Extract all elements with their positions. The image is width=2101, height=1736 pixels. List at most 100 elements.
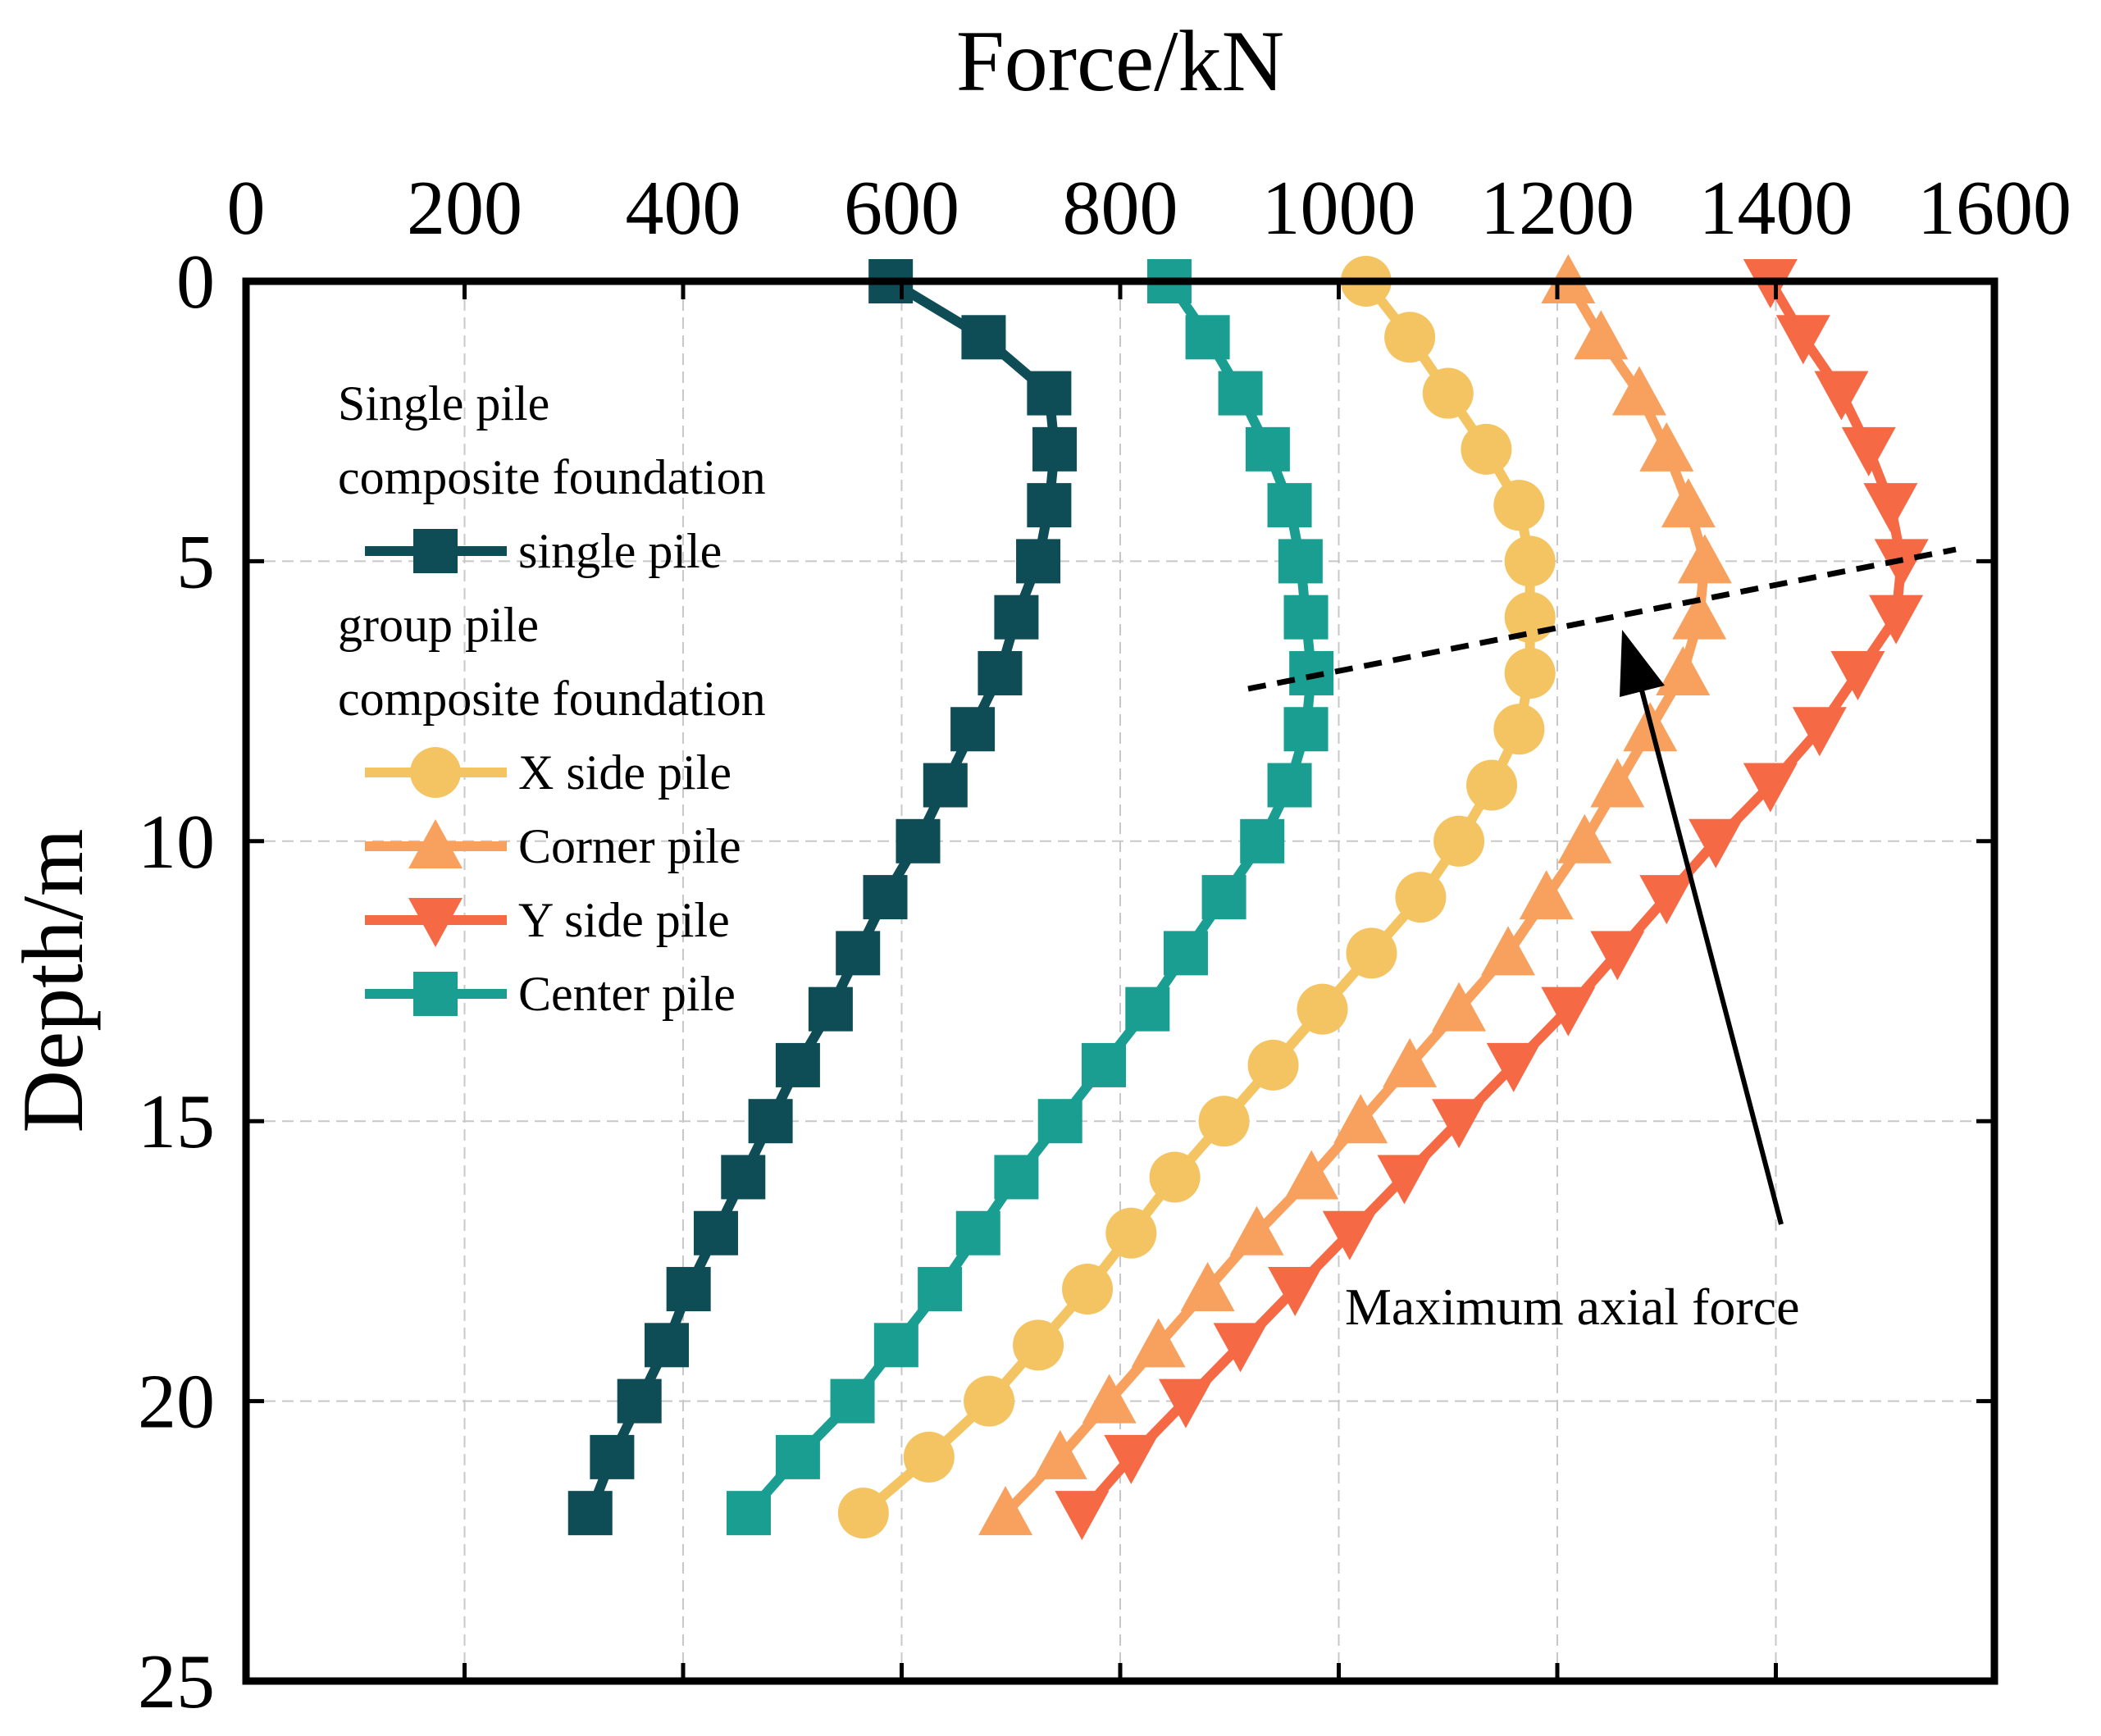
legend-marker-corner-pile xyxy=(408,819,463,868)
single-pile-data-point xyxy=(950,707,996,752)
y-tick-label: 5 xyxy=(176,519,215,604)
single-pile-data-point xyxy=(808,986,853,1032)
center-pile-data-point xyxy=(994,1155,1039,1200)
y-side-pile-data-point xyxy=(1158,1378,1213,1428)
y-side-pile-data-point xyxy=(1590,931,1645,981)
center-pile-data-point xyxy=(1082,1042,1127,1087)
center-pile-data-point xyxy=(1289,650,1334,695)
y-side-pile-data-point xyxy=(1863,483,1918,533)
single-pile-data-point xyxy=(994,595,1039,640)
legend-marker-center-pile xyxy=(413,972,458,1016)
single-pile-data-point xyxy=(1027,483,1072,528)
single-pile-data-point xyxy=(693,1210,738,1255)
x-side-pile-data-point xyxy=(1461,423,1512,475)
y-tick-label: 25 xyxy=(138,1639,215,1725)
corner-pile-data-point xyxy=(1432,982,1487,1032)
maximum-force-arrow-head xyxy=(1620,630,1665,697)
center-pile-data-point xyxy=(1267,483,1312,528)
corner-pile-data-point xyxy=(1333,1094,1388,1144)
single-pile-data-point xyxy=(978,650,1023,695)
corner-pile-data-point xyxy=(1677,534,1732,584)
corner-pile-data-point xyxy=(1481,926,1536,976)
single-pile-data-point xyxy=(748,1099,793,1144)
x-tick-label: 200 xyxy=(407,166,522,251)
legend-label-corner-pile: Corner pile xyxy=(518,819,741,873)
x-side-pile-data-point xyxy=(1013,1319,1064,1371)
legend-label-single-pile: single pile xyxy=(518,524,722,578)
corner-pile-data-point xyxy=(1284,1150,1339,1200)
corner-pile-data-point xyxy=(1131,1318,1186,1368)
center-pile-data-point xyxy=(1267,763,1312,808)
y-side-pile-data-point xyxy=(1639,875,1694,925)
x-tick-label: 0 xyxy=(227,166,266,251)
corner-pile-data-point xyxy=(1639,421,1694,472)
axis-ticks xyxy=(244,279,1997,1684)
corner-pile-data-point xyxy=(1656,645,1711,695)
corner-pile-data-point xyxy=(1180,1262,1235,1312)
tick-labels: 0 200 400 600 800 1000 1200 1400 1600 0 5 10 15 20 25 xyxy=(138,166,2071,1725)
x-tick-label: 1000 xyxy=(1262,166,1416,251)
single-pile-data-point xyxy=(836,931,881,976)
x-side-pile-data-point xyxy=(1247,1039,1299,1091)
x-side-pile-data-point xyxy=(1504,647,1556,699)
legend-marker-y-side-pile xyxy=(408,898,463,947)
corner-pile-data-point xyxy=(1672,590,1727,640)
single-pile-data-point xyxy=(961,315,1006,360)
corner-pile-data-point xyxy=(978,1486,1033,1536)
legend: Single pile composite foundation single pi… xyxy=(338,376,766,1021)
center-pile-data-point xyxy=(955,1210,1000,1255)
y-tick-label: 15 xyxy=(138,1079,215,1164)
single-pile-data-point xyxy=(863,875,908,920)
legend-label-center-pile: Center pile xyxy=(518,967,736,1021)
corner-pile-data-point xyxy=(1557,813,1612,863)
legend-label-y-side-pile: Y side pile xyxy=(518,893,730,947)
y-side-pile-data-point xyxy=(1104,1434,1159,1484)
corner-pile-data-point xyxy=(1611,366,1666,416)
single-pile-data-point xyxy=(617,1378,662,1424)
x-side-pile-data-point xyxy=(1346,927,1397,979)
single-pile-data-point xyxy=(896,818,941,863)
y-side-pile-data-point xyxy=(1541,986,1596,1037)
x-side-pile-data-point xyxy=(1198,1096,1250,1147)
x-tick-label: 400 xyxy=(626,166,741,251)
center-pile-data-point xyxy=(1125,986,1170,1032)
corner-pile-data-point xyxy=(1661,478,1716,528)
center-pile-data-point xyxy=(1283,707,1329,752)
center-pile-data-point xyxy=(726,1491,771,1536)
single-pile-data-point xyxy=(923,763,968,808)
x-side-pile-data-point xyxy=(1105,1207,1157,1259)
y-side-pile-data-point xyxy=(1268,1267,1323,1317)
center-pile-data-point xyxy=(1245,426,1290,472)
x-side-pile-data-point xyxy=(1395,872,1447,923)
series-corner-pile xyxy=(978,254,1732,1536)
center-pile-data-point xyxy=(918,1267,963,1312)
x-side-pile-data-point xyxy=(1384,312,1436,363)
y-side-pile-data-point xyxy=(1869,595,1924,645)
x-tick-label: 1600 xyxy=(1917,166,2071,251)
data-series xyxy=(567,254,1929,1541)
single-pile-data-point xyxy=(721,1155,766,1200)
center-pile-data-point xyxy=(1218,371,1263,416)
x-tick-label: 600 xyxy=(844,166,959,251)
legend-group-title: composite foundation xyxy=(338,672,766,726)
y-side-pile-data-point xyxy=(1689,818,1743,868)
single-pile-data-point xyxy=(567,1491,613,1536)
legend-group-title: group pile xyxy=(338,598,539,652)
y-side-pile-data-point xyxy=(1775,315,1830,365)
y-side-pile-data-point xyxy=(1055,1491,1110,1541)
x-side-pile-data-point xyxy=(1493,480,1545,531)
single-pile-data-point xyxy=(1016,539,1061,584)
single-pile-data-point xyxy=(1027,371,1072,416)
y-side-pile-data-point xyxy=(1841,426,1896,476)
center-pile-data-point xyxy=(1185,315,1230,360)
center-pile-data-point xyxy=(1037,1099,1082,1144)
y-side-pile-data-point xyxy=(1830,650,1885,700)
legend-group-title: Single pile xyxy=(338,376,549,431)
x-side-pile-data-point xyxy=(1493,704,1545,755)
legend-marker-x-side-pile xyxy=(410,747,461,798)
center-pile-data-point xyxy=(1278,539,1323,584)
x-side-pile-data-point xyxy=(964,1375,1015,1427)
corner-pile-data-point xyxy=(1229,1205,1284,1255)
center-pile-data-point xyxy=(1240,818,1285,863)
y-side-pile-data-point xyxy=(1213,1323,1268,1373)
